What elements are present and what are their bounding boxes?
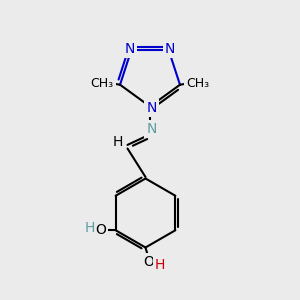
Text: H: H [155, 258, 165, 272]
Text: H: H [113, 135, 123, 149]
Text: H: H [84, 221, 95, 235]
Text: CH₃: CH₃ [186, 77, 209, 90]
Text: N: N [146, 122, 157, 136]
Text: CH₃: CH₃ [91, 77, 114, 90]
Text: O: O [143, 256, 154, 269]
Text: N: N [146, 101, 157, 115]
Text: N: N [165, 42, 175, 56]
Text: N: N [125, 42, 135, 56]
Text: O: O [95, 223, 106, 237]
